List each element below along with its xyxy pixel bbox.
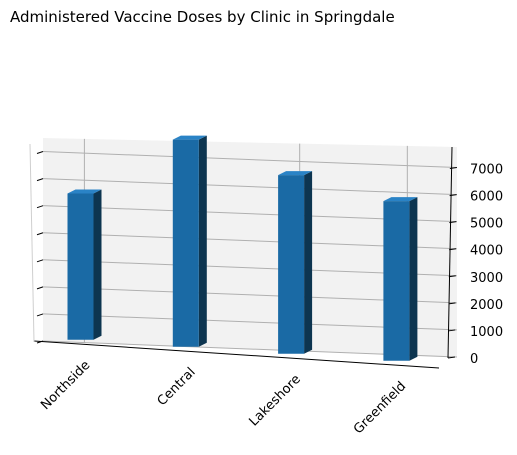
y-tick-label: 5000 — [470, 217, 503, 232]
bar-top — [383, 197, 418, 202]
y-axis-ticks: 0 1000 2000 3000 4000 5000 6000 7000 — [36, 151, 503, 367]
chart-title: Administered Vaccine Doses by Clinic in … — [10, 8, 395, 26]
left-tick-mark — [36, 340, 44, 344]
grid-line-horizontal — [42, 151, 458, 169]
y-tick-mark — [448, 275, 456, 278]
x-tick-label: Greenfield — [351, 379, 409, 437]
y-tick-label: 6000 — [470, 190, 503, 205]
left-tick-mark — [36, 151, 44, 155]
left-tick-mark — [36, 313, 44, 317]
left-tick-mark — [36, 232, 44, 236]
y-tick-mark — [448, 329, 456, 332]
bar — [383, 201, 410, 361]
x-tick-label: Lakeshore — [246, 372, 303, 429]
bar — [67, 193, 94, 340]
bar-top — [172, 135, 207, 140]
y-tick-label: 7000 — [470, 163, 503, 178]
y-tick-mark — [449, 167, 457, 170]
y-axis-line — [447, 146, 453, 359]
bar-side — [198, 135, 207, 347]
back-pane — [43, 138, 457, 357]
x-axis-ticks: Northside Central Lakeshore Greenfield — [38, 358, 409, 437]
bar-side — [409, 197, 418, 361]
axes — [29, 143, 453, 369]
left-tick-mark — [36, 205, 44, 209]
bar-top — [67, 189, 102, 194]
y-tick-label: 1000 — [470, 325, 503, 340]
y-tick-label: 2000 — [470, 298, 503, 313]
x-tick-label: Northside — [38, 358, 93, 413]
y-tick-mark — [448, 302, 456, 305]
y-tick-label: 4000 — [470, 244, 503, 259]
y-tick-label: 0 — [470, 352, 478, 367]
bar — [278, 175, 305, 354]
bar-side — [304, 171, 313, 354]
x-tick-label: Central — [155, 365, 199, 409]
y-tick-mark — [449, 221, 457, 224]
y-tick-label: 3000 — [470, 271, 503, 286]
left-tick-mark — [36, 178, 44, 182]
bar-top — [278, 171, 313, 176]
y-tick-mark — [447, 356, 456, 359]
y-tick-mark — [448, 248, 457, 251]
bars — [67, 135, 418, 361]
x-axis-line — [33, 340, 440, 369]
left-tick-mark — [36, 286, 44, 290]
grid-line-horizontal — [42, 178, 458, 196]
bar-side — [93, 189, 102, 340]
y-tick-mark — [449, 194, 457, 197]
back-pane-face — [43, 138, 457, 357]
left-pane-edge — [29, 143, 35, 343]
left-tick-mark — [36, 259, 44, 263]
bar — [172, 139, 199, 347]
